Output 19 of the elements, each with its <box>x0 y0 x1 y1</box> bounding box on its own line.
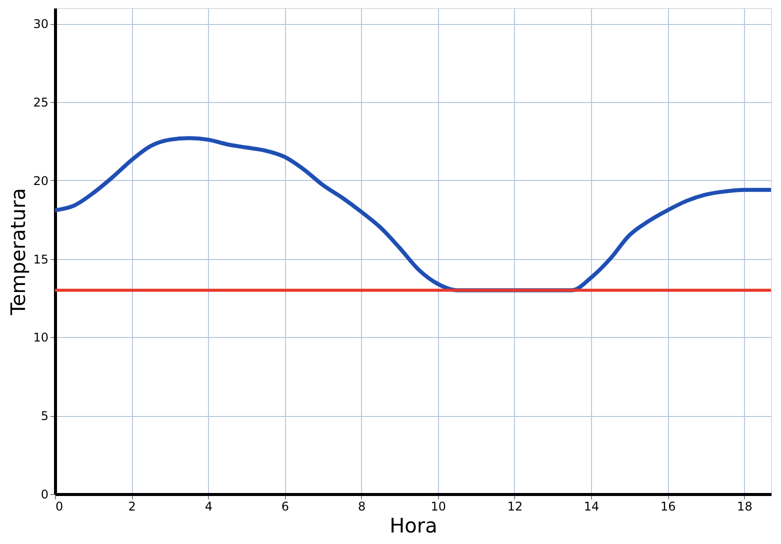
x-tick-label: 16 <box>660 500 676 514</box>
x-tick-label: 14 <box>584 500 600 514</box>
y-axis-title: Temperatura <box>6 188 30 316</box>
x-tick-label: 12 <box>507 500 523 514</box>
y-tick-label: 0 <box>40 488 48 502</box>
x-tick-label: 6 <box>281 500 290 514</box>
x-tick-label: 10 <box>430 500 446 514</box>
x-tick-label: 18 <box>737 500 752 514</box>
y-tick-label: 10 <box>33 330 48 345</box>
y-tick-label: 30 <box>33 17 48 32</box>
x-tick-label: 4 <box>204 500 212 514</box>
y-tick-label: 25 <box>33 96 48 110</box>
x-tick-label: 0 <box>56 500 64 514</box>
y-tick-label: 15 <box>33 252 48 266</box>
y-tick-label: 20 <box>33 174 48 188</box>
x-tick-label: 2 <box>128 500 136 514</box>
x-tick-label: 8 <box>358 500 366 514</box>
x-axis-title: Hora <box>390 514 438 538</box>
y-tick-label: 5 <box>40 409 48 424</box>
